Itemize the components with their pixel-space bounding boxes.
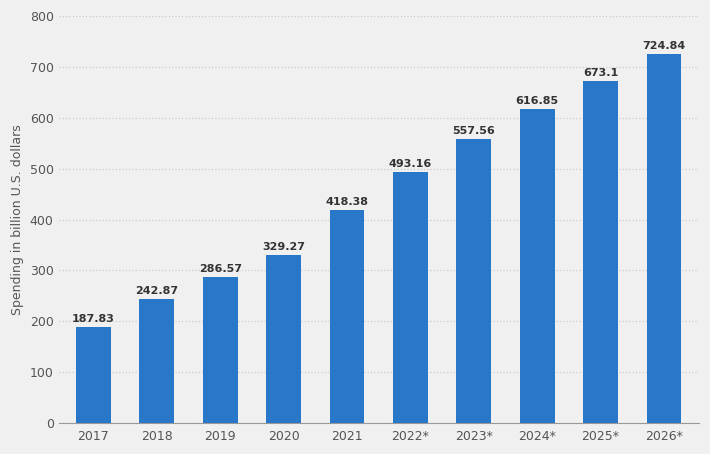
Text: 616.85: 616.85 (515, 96, 559, 106)
Bar (266, 256, 301, 423)
Bar (520, 109, 555, 423)
Y-axis label: Spending in billion U.S. dollars: Spending in billion U.S. dollars (11, 124, 24, 315)
Text: 673.1: 673.1 (583, 68, 618, 78)
Bar (76, 327, 111, 423)
Text: 286.57: 286.57 (199, 264, 241, 274)
Text: 418.38: 418.38 (325, 197, 368, 207)
Bar (647, 54, 682, 423)
Text: 242.87: 242.87 (135, 286, 178, 296)
Bar (329, 210, 364, 423)
Bar (203, 277, 238, 423)
Bar (139, 300, 174, 423)
Text: 187.83: 187.83 (72, 314, 115, 324)
Bar (457, 139, 491, 423)
Bar (393, 172, 428, 423)
Text: 329.27: 329.27 (262, 242, 305, 252)
Text: 493.16: 493.16 (389, 159, 432, 169)
Bar (583, 81, 618, 423)
Text: 724.84: 724.84 (643, 41, 686, 51)
Text: 557.56: 557.56 (452, 126, 495, 136)
